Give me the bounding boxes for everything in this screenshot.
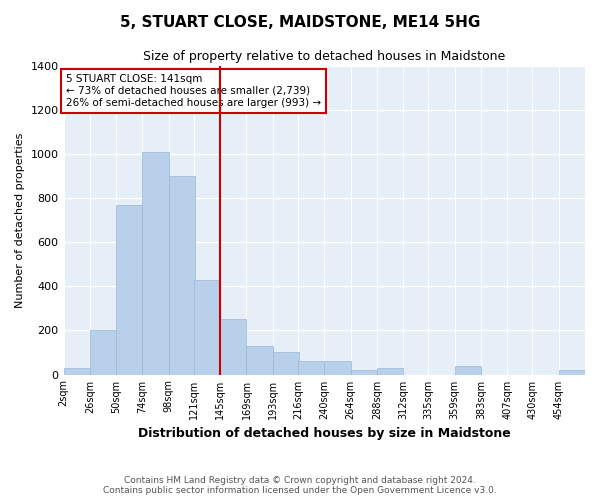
- Bar: [298, 362, 324, 374]
- Bar: [247, 346, 273, 374]
- Bar: [273, 352, 299, 374]
- Bar: [377, 368, 403, 374]
- Bar: [455, 366, 481, 374]
- Text: Contains HM Land Registry data © Crown copyright and database right 2024.
Contai: Contains HM Land Registry data © Crown c…: [103, 476, 497, 495]
- Bar: [350, 370, 377, 374]
- Title: Size of property relative to detached houses in Maidstone: Size of property relative to detached ho…: [143, 50, 505, 63]
- Bar: [194, 280, 220, 374]
- Bar: [169, 176, 195, 374]
- Bar: [142, 152, 169, 374]
- Bar: [90, 330, 116, 374]
- Bar: [220, 320, 247, 374]
- Bar: [324, 362, 350, 374]
- X-axis label: Distribution of detached houses by size in Maidstone: Distribution of detached houses by size …: [138, 427, 511, 440]
- Text: 5, STUART CLOSE, MAIDSTONE, ME14 5HG: 5, STUART CLOSE, MAIDSTONE, ME14 5HG: [120, 15, 480, 30]
- Bar: [116, 204, 142, 374]
- Bar: [64, 368, 90, 374]
- Text: 5 STUART CLOSE: 141sqm
← 73% of detached houses are smaller (2,739)
26% of semi-: 5 STUART CLOSE: 141sqm ← 73% of detached…: [66, 74, 321, 108]
- Bar: [559, 370, 585, 374]
- Y-axis label: Number of detached properties: Number of detached properties: [15, 132, 25, 308]
